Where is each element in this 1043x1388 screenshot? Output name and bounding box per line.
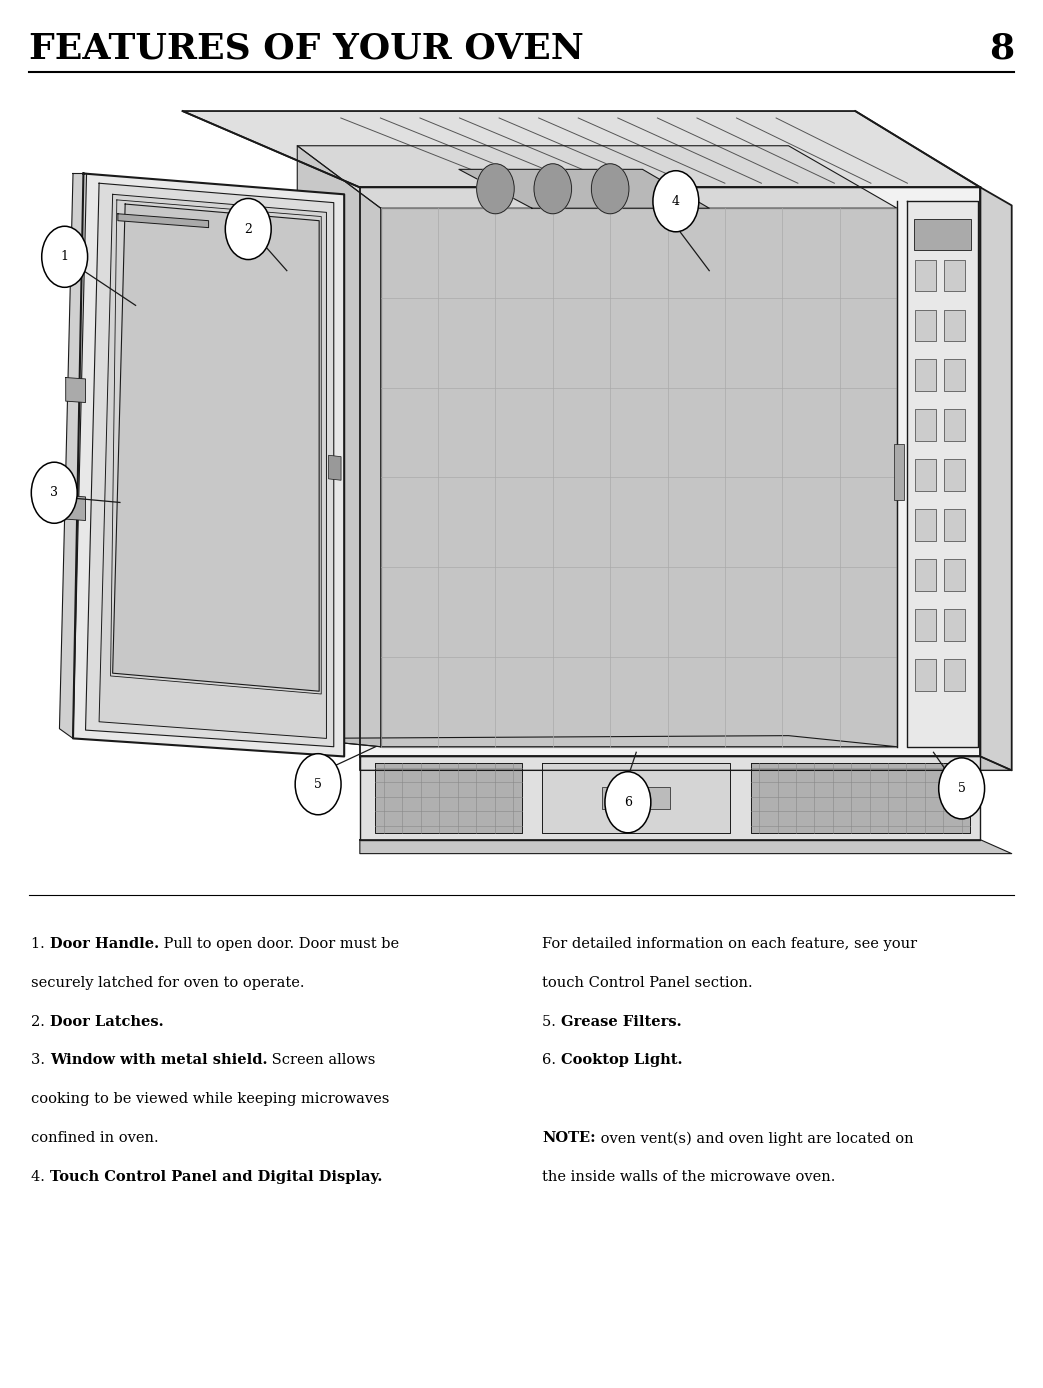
Text: FEATURES OF YOUR OVEN: FEATURES OF YOUR OVEN: [29, 32, 584, 65]
Bar: [944, 359, 965, 391]
Polygon shape: [381, 208, 897, 747]
Circle shape: [225, 198, 271, 260]
Text: Door Handle.: Door Handle.: [50, 937, 159, 951]
Circle shape: [605, 772, 651, 833]
Bar: [944, 409, 965, 441]
Bar: [915, 659, 936, 691]
Circle shape: [42, 226, 88, 287]
Polygon shape: [459, 169, 709, 208]
Polygon shape: [360, 756, 980, 840]
Bar: [602, 787, 670, 809]
Text: NOTE:: NOTE:: [542, 1131, 596, 1145]
Text: oven vent(s) and oven light are located on: oven vent(s) and oven light are located …: [596, 1131, 914, 1145]
Bar: [944, 609, 965, 641]
Text: 5: 5: [957, 781, 966, 795]
Polygon shape: [980, 187, 1012, 770]
Polygon shape: [360, 840, 1012, 854]
Circle shape: [31, 462, 77, 523]
Text: 2.: 2.: [31, 1015, 50, 1029]
Text: 1: 1: [60, 250, 69, 264]
Circle shape: [591, 164, 629, 214]
Text: 6.: 6.: [542, 1053, 561, 1067]
Polygon shape: [375, 763, 522, 833]
Bar: [944, 509, 965, 541]
Text: 2: 2: [244, 222, 252, 236]
Bar: [915, 609, 936, 641]
Polygon shape: [73, 174, 344, 756]
Text: Screen allows: Screen allows: [267, 1053, 375, 1067]
Circle shape: [477, 164, 514, 214]
Bar: [915, 559, 936, 591]
Polygon shape: [297, 146, 381, 747]
Polygon shape: [360, 756, 1012, 770]
Polygon shape: [360, 187, 980, 756]
Text: Window with metal shield.: Window with metal shield.: [50, 1053, 267, 1067]
Text: 1.: 1.: [31, 937, 50, 951]
Circle shape: [653, 171, 699, 232]
Circle shape: [295, 754, 341, 815]
Text: securely latched for oven to operate.: securely latched for oven to operate.: [31, 976, 305, 990]
Text: Pull to open door. Door must be: Pull to open door. Door must be: [159, 937, 398, 951]
Polygon shape: [183, 111, 980, 187]
Polygon shape: [297, 736, 897, 747]
Text: the inside walls of the microwave oven.: the inside walls of the microwave oven.: [542, 1170, 835, 1184]
Polygon shape: [99, 194, 326, 738]
Text: Door Latches.: Door Latches.: [50, 1015, 164, 1029]
Text: 5: 5: [314, 777, 322, 791]
Bar: [944, 659, 965, 691]
Text: 3.: 3.: [31, 1053, 50, 1067]
Text: Cooktop Light.: Cooktop Light.: [561, 1053, 682, 1067]
Polygon shape: [59, 174, 87, 738]
Bar: [944, 559, 965, 591]
Text: 3: 3: [50, 486, 58, 500]
Bar: [915, 459, 936, 491]
Text: cooking to be viewed while keeping microwaves: cooking to be viewed while keeping micro…: [31, 1092, 390, 1106]
Text: Grease Filters.: Grease Filters.: [561, 1015, 681, 1029]
Polygon shape: [86, 183, 334, 747]
Circle shape: [534, 164, 572, 214]
Bar: [914, 219, 971, 250]
Text: 4.: 4.: [31, 1170, 50, 1184]
Text: For detailed information on each feature, see your: For detailed information on each feature…: [542, 937, 918, 951]
Bar: [944, 260, 965, 291]
Text: 8: 8: [989, 32, 1014, 65]
Polygon shape: [542, 763, 730, 833]
Circle shape: [939, 758, 985, 819]
Bar: [915, 310, 936, 341]
Polygon shape: [66, 496, 86, 520]
Text: touch Control Panel section.: touch Control Panel section.: [542, 976, 753, 990]
Polygon shape: [66, 378, 86, 403]
Bar: [944, 310, 965, 341]
Polygon shape: [329, 455, 341, 480]
Bar: [915, 509, 936, 541]
Bar: [894, 444, 904, 500]
Text: Touch Control Panel and Digital Display.: Touch Control Panel and Digital Display.: [50, 1170, 382, 1184]
Bar: [944, 459, 965, 491]
Polygon shape: [113, 204, 319, 691]
Text: 4: 4: [672, 194, 680, 208]
Text: confined in oven.: confined in oven.: [31, 1131, 159, 1145]
Text: 6: 6: [624, 795, 632, 809]
Bar: [915, 260, 936, 291]
Text: 5.: 5.: [542, 1015, 561, 1029]
Polygon shape: [907, 201, 978, 747]
Bar: [915, 359, 936, 391]
Polygon shape: [751, 763, 970, 833]
Bar: [915, 409, 936, 441]
Polygon shape: [297, 146, 897, 208]
Polygon shape: [118, 214, 209, 228]
